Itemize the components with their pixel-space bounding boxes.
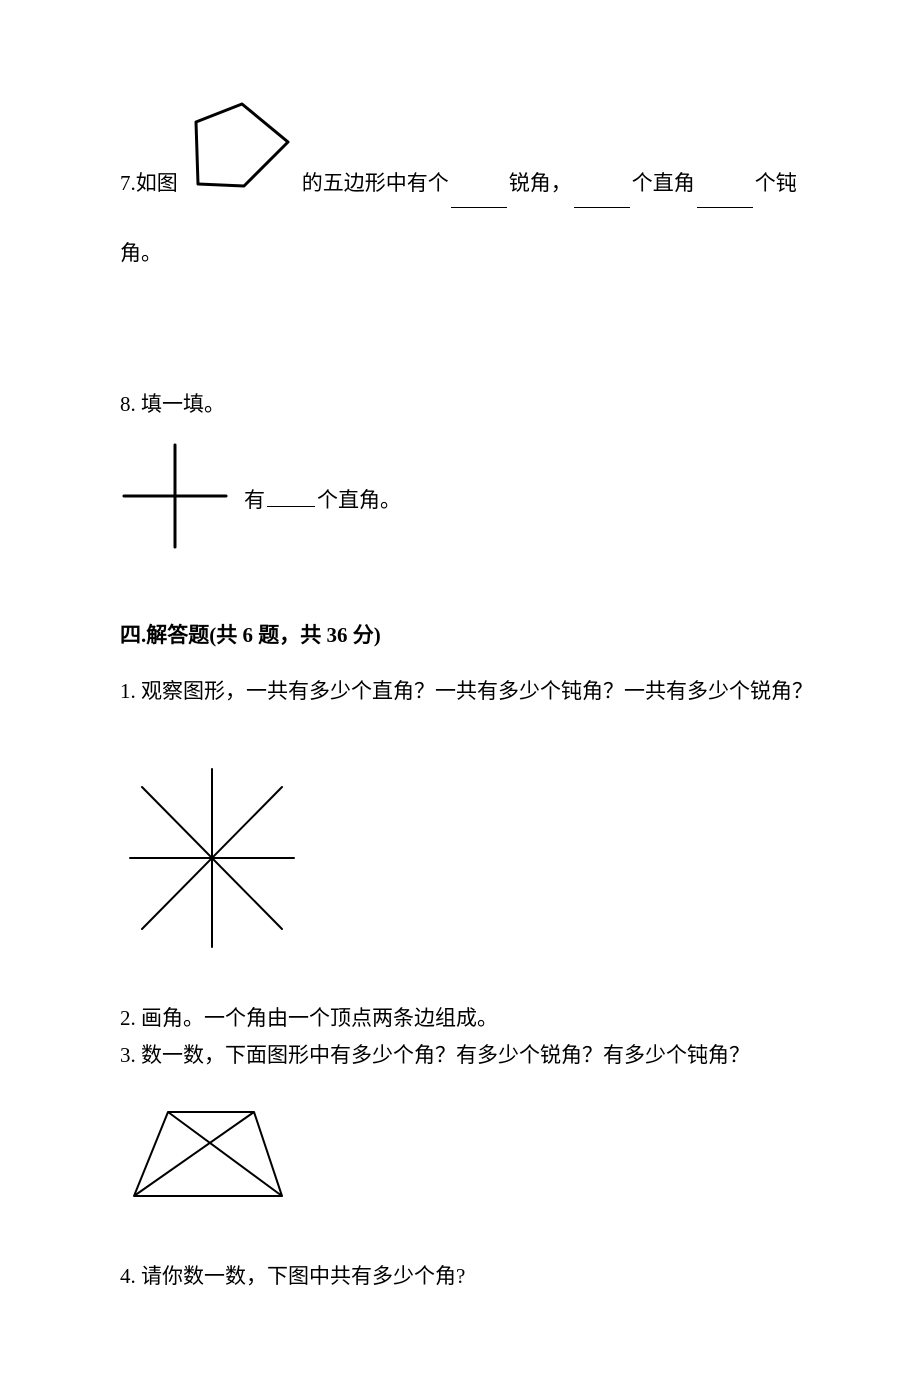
q7-label: 7. — [120, 168, 136, 208]
cross-icon — [120, 441, 230, 561]
q8-blank[interactable] — [267, 485, 315, 507]
question-4-2: 2. 画角。一个角由一个顶点两条边组成。 — [120, 1003, 920, 1035]
trapezoid-diagonals-icon — [128, 1106, 288, 1216]
q8-row: 有 个直角。 — [120, 441, 920, 561]
q4-2-label: 2. — [120, 1006, 136, 1030]
q4-4-label: 4. — [120, 1264, 136, 1288]
q7-blank-2[interactable] — [574, 178, 630, 208]
q7-text-6: 角。 — [120, 238, 920, 270]
q8-pre: 有 — [244, 488, 265, 512]
question-7: 7. 如图 的五边形中有个 锐角， 个直角 个钝 角。 — [120, 100, 920, 269]
question-8: 8. 填一填。 有 个直角。 — [120, 389, 920, 560]
q8-post: 个直角。 — [317, 488, 401, 512]
question-4-3: 3. 数一数，下面图形中有多少个角？有多少个锐角？有多少个钝角？ — [120, 1040, 920, 1072]
q4-1-label: 1. — [120, 679, 136, 703]
q7-text-1: 如图 — [136, 168, 178, 208]
question-4-4: 4. 请你数一数，下图中共有多少个角? — [120, 1261, 920, 1293]
q8-text-1: 填一填。 — [141, 392, 225, 416]
q8-text-2: 有 个直角。 — [244, 485, 401, 517]
q7-line1: 7. 如图 的五边形中有个 锐角， 个直角 个钝 — [120, 100, 920, 208]
q4-4-text: 请你数一数，下图中共有多少个角? — [141, 1264, 465, 1288]
q7-blank-1[interactable] — [451, 178, 507, 208]
q8-line1: 8. 填一填。 — [120, 389, 920, 421]
q4-3-label: 3. — [120, 1043, 136, 1067]
q4-2-text: 画角。一个角由一个顶点两条边组成。 — [141, 1006, 498, 1030]
pentagon-icon — [184, 100, 296, 208]
q4-1-text: 观察图形，一共有多少个直角？一共有多少个钝角？一共有多少个锐角？ — [141, 679, 813, 703]
q7-text-5: 个钝 — [755, 168, 797, 208]
q8-label: 8. — [120, 392, 136, 416]
question-4-1: 1. 观察图形，一共有多少个直角？一共有多少个钝角？一共有多少个锐角？ — [120, 676, 920, 708]
section-4-header: 四.解答题(共 6 题，共 36 分) — [120, 620, 920, 652]
q7-text-3: 锐角， — [509, 168, 572, 208]
star-lines-icon — [120, 763, 300, 963]
q4-3-text: 数一数，下面图形中有多少个角？有多少个锐角？有多少个钝角？ — [141, 1043, 750, 1067]
q7-blank-3[interactable] — [697, 178, 753, 208]
q7-text-4: 个直角 — [632, 168, 695, 208]
q7-text-2: 的五边形中有个 — [302, 168, 449, 208]
